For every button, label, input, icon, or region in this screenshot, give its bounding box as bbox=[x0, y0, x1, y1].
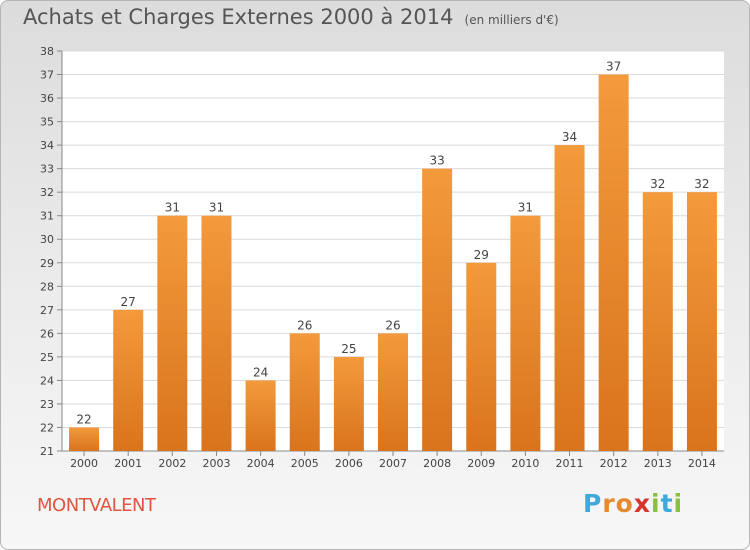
logo-letter: i bbox=[651, 489, 661, 518]
bar bbox=[245, 380, 276, 451]
y-tick-label: 29 bbox=[40, 257, 54, 270]
x-tick-label: 2006 bbox=[335, 457, 363, 470]
y-tick-label: 32 bbox=[40, 186, 54, 199]
bar bbox=[113, 309, 144, 451]
y-tick-label: 35 bbox=[40, 116, 54, 129]
bar bbox=[466, 262, 497, 451]
y-tick-label: 34 bbox=[40, 139, 54, 152]
x-tick-label: 2004 bbox=[247, 457, 275, 470]
data-label: 33 bbox=[429, 154, 444, 168]
bar bbox=[554, 145, 585, 451]
data-label: 27 bbox=[121, 295, 136, 309]
commune-name: MONTVALENT bbox=[37, 495, 156, 516]
logo-letter: o bbox=[615, 489, 634, 518]
y-tick-label: 22 bbox=[40, 421, 54, 434]
bar bbox=[510, 215, 541, 451]
data-label: 25 bbox=[341, 342, 356, 356]
data-label: 32 bbox=[694, 177, 709, 191]
y-tick-label: 21 bbox=[40, 445, 54, 458]
y-tick-label: 28 bbox=[40, 280, 54, 293]
logo-letter: i bbox=[673, 489, 684, 518]
bar bbox=[686, 192, 717, 452]
data-label: 37 bbox=[606, 60, 621, 74]
bar bbox=[422, 168, 453, 451]
data-label: 24 bbox=[253, 365, 268, 379]
x-tick-label: 2009 bbox=[467, 457, 495, 470]
bar bbox=[333, 356, 364, 451]
x-tick-label: 2014 bbox=[688, 457, 716, 470]
data-label: 31 bbox=[209, 201, 224, 215]
bar bbox=[378, 333, 408, 451]
x-tick-label: 2013 bbox=[644, 457, 672, 470]
bar bbox=[642, 192, 673, 452]
logo-letter: P bbox=[583, 489, 603, 518]
data-label: 31 bbox=[518, 201, 533, 215]
x-tick-label: 2007 bbox=[379, 457, 407, 470]
x-tick-label: 2000 bbox=[70, 457, 98, 470]
y-tick-label: 37 bbox=[40, 69, 54, 82]
x-tick-label: 2002 bbox=[158, 457, 186, 470]
y-tick-label: 25 bbox=[40, 351, 54, 364]
bar bbox=[289, 333, 320, 451]
y-tick-label: 36 bbox=[40, 92, 54, 105]
data-label: 26 bbox=[385, 318, 400, 332]
chart-title-block: Achats et Charges Externes 2000 à 2014 (… bbox=[23, 5, 559, 29]
proxiti-logo: Proxiti bbox=[583, 489, 683, 518]
data-label: 31 bbox=[165, 201, 180, 215]
y-tick-label: 30 bbox=[40, 233, 54, 246]
bar bbox=[201, 215, 232, 451]
y-tick-label: 31 bbox=[40, 210, 54, 223]
data-label: 34 bbox=[562, 130, 577, 144]
logo-letter: x bbox=[633, 489, 651, 518]
x-tick-label: 2005 bbox=[291, 457, 319, 470]
chart-title: Achats et Charges Externes 2000 à 2014 bbox=[23, 5, 454, 29]
data-label: 32 bbox=[650, 177, 665, 191]
chart-subtitle: (en milliers d'€) bbox=[464, 13, 559, 27]
logo-letter: t bbox=[660, 489, 674, 518]
y-tick-label: 23 bbox=[40, 398, 54, 411]
x-tick-label: 2012 bbox=[600, 457, 628, 470]
x-tick-label: 2010 bbox=[511, 457, 539, 470]
bar bbox=[69, 427, 100, 451]
x-tick-label: 2003 bbox=[202, 457, 230, 470]
bar bbox=[598, 74, 629, 451]
x-tick-label: 2011 bbox=[556, 457, 584, 470]
logo-letter: r bbox=[602, 489, 616, 518]
data-label: 29 bbox=[474, 248, 489, 262]
y-tick-label: 38 bbox=[40, 45, 54, 58]
data-label: 26 bbox=[297, 318, 312, 332]
y-tick-label: 27 bbox=[40, 304, 54, 317]
data-label: 22 bbox=[76, 412, 91, 426]
y-tick-label: 33 bbox=[40, 163, 54, 176]
bar bbox=[157, 215, 188, 451]
x-tick-label: 2008 bbox=[423, 457, 451, 470]
x-tick-label: 2001 bbox=[114, 457, 142, 470]
y-tick-label: 24 bbox=[40, 374, 54, 387]
y-tick-label: 26 bbox=[40, 327, 54, 340]
